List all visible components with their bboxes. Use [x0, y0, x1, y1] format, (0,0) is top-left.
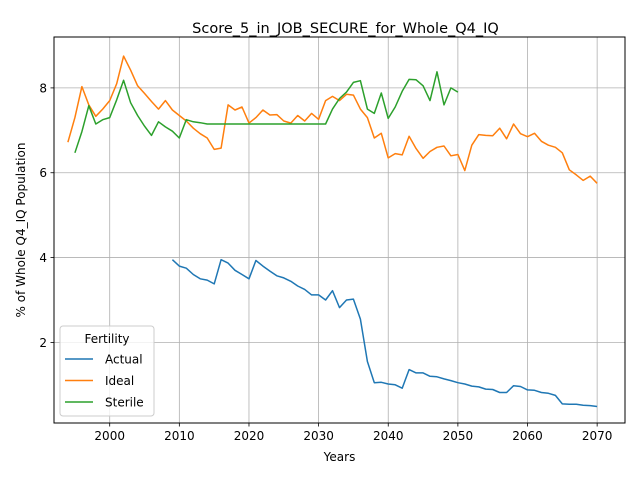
chart-title: Score_5_in_JOB_SECURE_for_Whole_Q4_IQ	[192, 21, 499, 37]
x-tick-label: 2010	[164, 429, 195, 443]
x-tick-label: 2060	[512, 429, 543, 443]
y-tick-label: 2	[39, 336, 47, 350]
plot-frame	[53, 36, 626, 424]
series-line-ideal	[67, 55, 598, 184]
x-tick-label: 2070	[582, 429, 613, 443]
series-line-sterile	[74, 71, 459, 154]
x-tick-label: 2050	[443, 429, 474, 443]
x-tick-label: 2020	[234, 429, 265, 443]
y-axis-ticks: 2 4 6 8	[39, 81, 54, 350]
legend-title: Fertility	[84, 332, 129, 346]
x-tick-label: 2040	[373, 429, 404, 443]
legend-entries: Actual Ideal Sterile	[65, 353, 144, 410]
legend-box	[59, 325, 155, 417]
y-axis-label: % of Whole Q4_IQ Population	[14, 143, 28, 318]
y-tick-label: 4	[39, 251, 47, 265]
x-tick-label: 2000	[94, 429, 125, 443]
legend: Fertility Actual Ideal Sterile	[59, 325, 155, 417]
x-tick-label: 2030	[303, 429, 334, 443]
legend-label-ideal: Ideal	[105, 374, 134, 388]
x-axis-ticks: 2000 2010 2020 2030 2040 2050 2060 2070	[94, 423, 612, 443]
legend-label-actual: Actual	[105, 353, 143, 367]
x-axis-label: Years	[323, 450, 356, 464]
grid-lines	[54, 37, 625, 423]
series-line-actual	[171, 258, 598, 408]
legend-label-sterile: Sterile	[105, 396, 144, 410]
y-tick-label: 6	[39, 166, 47, 180]
series-lines	[67, 55, 598, 408]
y-tick-label: 8	[39, 81, 47, 95]
